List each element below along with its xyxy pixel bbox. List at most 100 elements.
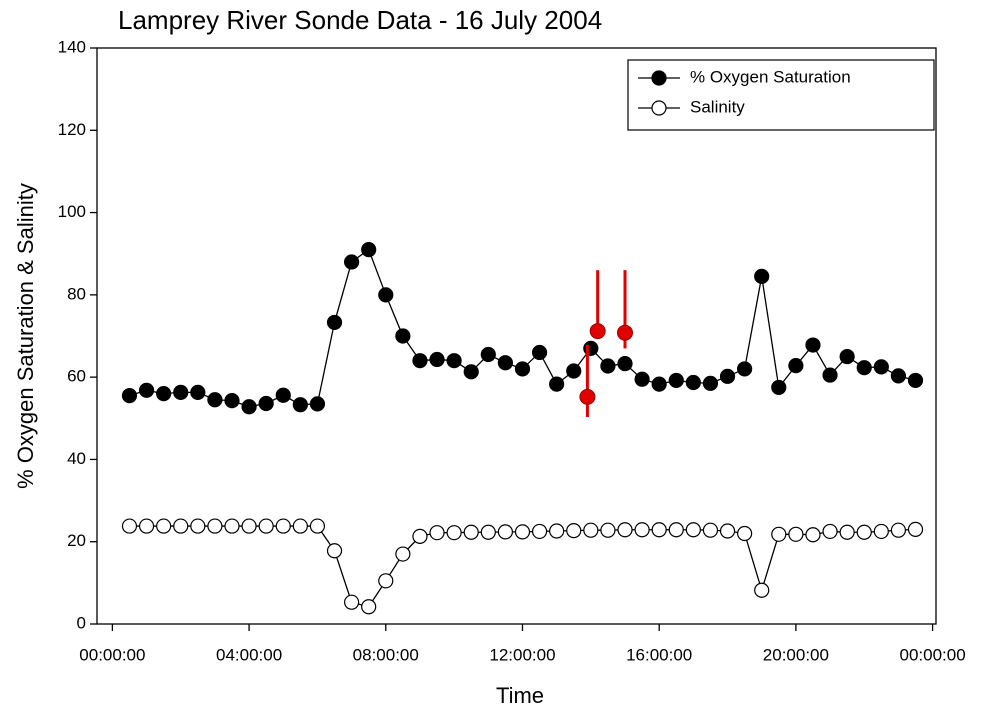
chart-title: Lamprey River Sonde Data - 16 July 2004 bbox=[118, 5, 602, 35]
marker bbox=[429, 351, 445, 368]
marker bbox=[651, 522, 667, 538]
marker bbox=[549, 523, 565, 539]
marker bbox=[121, 518, 138, 534]
marker bbox=[634, 371, 650, 387]
y-axis-label: % Oxygen Saturation & Salinity bbox=[13, 183, 38, 489]
marker bbox=[309, 396, 326, 412]
marker bbox=[326, 543, 343, 559]
y-tick-label: 140 bbox=[58, 37, 86, 56]
marker bbox=[617, 522, 633, 538]
marker bbox=[395, 328, 411, 344]
marker bbox=[617, 355, 633, 372]
x-tick-label: 12:00:00 bbox=[489, 645, 555, 664]
marker bbox=[156, 518, 172, 534]
marker bbox=[292, 518, 308, 534]
marker bbox=[480, 346, 496, 363]
y-tick-label: 40 bbox=[67, 449, 86, 468]
x-tick-label: 20:00:00 bbox=[763, 645, 829, 664]
marker bbox=[549, 376, 565, 392]
marker bbox=[566, 523, 582, 539]
y-tick-label: 80 bbox=[67, 284, 86, 303]
red-marker bbox=[617, 324, 634, 341]
marker bbox=[138, 382, 155, 398]
marker bbox=[685, 374, 701, 391]
marker bbox=[275, 518, 291, 534]
marker bbox=[224, 392, 240, 409]
marker bbox=[856, 360, 872, 376]
marker bbox=[378, 573, 394, 589]
marker bbox=[138, 518, 155, 534]
marker bbox=[890, 368, 907, 384]
red-marker bbox=[589, 323, 606, 340]
marker bbox=[241, 518, 257, 534]
legend-marker bbox=[651, 70, 667, 86]
legend-box bbox=[627, 59, 935, 131]
marker bbox=[668, 372, 684, 389]
marker bbox=[771, 526, 787, 542]
marker bbox=[702, 522, 719, 538]
marker bbox=[463, 364, 479, 380]
marker bbox=[822, 523, 838, 540]
marker bbox=[873, 523, 889, 540]
marker bbox=[822, 367, 838, 383]
marker bbox=[754, 582, 770, 598]
x-axis-label: Time bbox=[496, 683, 544, 708]
marker bbox=[241, 399, 257, 415]
series-line bbox=[129, 248, 916, 408]
red-marker bbox=[579, 388, 596, 405]
marker bbox=[173, 384, 189, 400]
marker bbox=[788, 526, 804, 542]
marker bbox=[839, 348, 855, 365]
y-tick-label: 0 bbox=[77, 613, 86, 632]
marker bbox=[890, 522, 907, 538]
marker bbox=[600, 522, 616, 538]
marker bbox=[446, 353, 462, 369]
marker bbox=[805, 337, 821, 353]
marker bbox=[463, 524, 479, 540]
legend-marker bbox=[651, 100, 667, 116]
marker bbox=[651, 376, 667, 392]
marker bbox=[121, 388, 138, 404]
marker bbox=[702, 375, 719, 391]
marker bbox=[156, 386, 172, 402]
marker bbox=[190, 518, 206, 534]
marker bbox=[361, 242, 377, 258]
y-tick-label: 100 bbox=[58, 202, 86, 221]
marker bbox=[497, 524, 513, 540]
marker bbox=[788, 358, 804, 374]
marker bbox=[344, 254, 360, 270]
marker bbox=[173, 518, 189, 534]
marker bbox=[326, 314, 343, 331]
x-tick-label: 00:00:00 bbox=[899, 645, 965, 664]
marker bbox=[395, 546, 411, 562]
marker bbox=[600, 358, 616, 374]
x-tick-label: 04:00:00 bbox=[216, 645, 282, 664]
marker bbox=[856, 524, 872, 540]
marker bbox=[497, 355, 513, 371]
marker bbox=[805, 527, 821, 543]
marker bbox=[412, 353, 428, 369]
legend-label: Salinity bbox=[690, 97, 745, 116]
marker bbox=[531, 523, 548, 540]
marker bbox=[258, 395, 274, 412]
marker bbox=[224, 518, 240, 534]
marker bbox=[583, 522, 599, 538]
marker bbox=[719, 523, 736, 539]
marker bbox=[412, 528, 428, 544]
marker bbox=[719, 368, 736, 384]
marker bbox=[839, 524, 855, 540]
marker bbox=[907, 372, 924, 389]
marker bbox=[514, 361, 531, 377]
marker bbox=[378, 287, 394, 303]
marker bbox=[685, 522, 701, 538]
marker bbox=[344, 594, 360, 610]
y-tick-label: 60 bbox=[67, 367, 86, 386]
marker bbox=[190, 384, 206, 400]
y-tick-label: 20 bbox=[67, 531, 86, 550]
x-tick-label: 08:00:00 bbox=[353, 645, 419, 664]
x-tick-label: 00:00:00 bbox=[79, 645, 145, 664]
marker bbox=[873, 359, 889, 375]
marker bbox=[668, 522, 684, 538]
marker bbox=[634, 522, 650, 538]
marker bbox=[566, 363, 582, 379]
